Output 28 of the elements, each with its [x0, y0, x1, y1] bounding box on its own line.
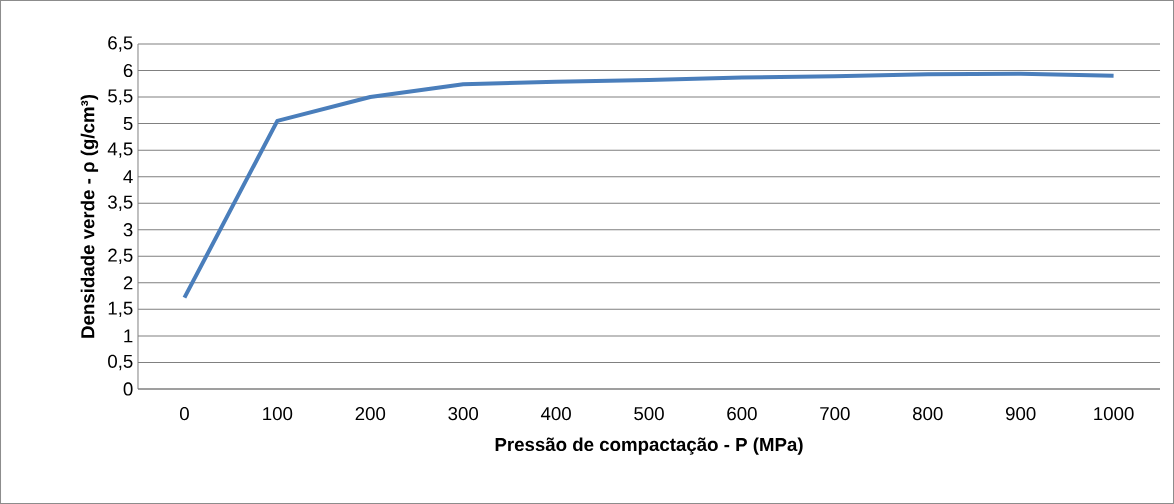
y-tick-label: 5,5	[108, 89, 133, 105]
y-axis-title: Densidade verde - ρ (g/cm³)	[80, 94, 99, 338]
x-tick-label: 600	[727, 407, 757, 421]
y-tick-label: 6	[123, 63, 133, 78]
y-tick-label: 0	[123, 382, 133, 396]
y-tick-label: 2	[123, 276, 133, 290]
y-tick-label: 6,5	[108, 36, 133, 52]
x-tick-label: 700	[820, 407, 850, 421]
y-tick-label: 1,5	[108, 301, 133, 317]
y-tick-label: 3,5	[108, 195, 133, 211]
y-tick-label: 4	[123, 170, 133, 184]
x-tick-label: 800	[912, 407, 943, 421]
x-tick-label: 100	[263, 407, 293, 421]
x-axis-title: Pressão de compactação - P (MPa)	[495, 437, 803, 455]
x-tick-label: 300	[448, 407, 479, 421]
y-tick-label: 5	[123, 117, 133, 131]
x-tick-label: 900	[1005, 407, 1036, 421]
x-tick-label: 0	[179, 407, 189, 421]
x-tick-label: 1000	[1094, 407, 1134, 421]
line-series	[182, 71, 1116, 300]
x-tick-label: 400	[540, 407, 571, 421]
x-tick-label: 500	[634, 407, 664, 421]
y-tick-label: 0,5	[108, 354, 133, 371]
y-tick-label: 1	[124, 329, 133, 343]
y-tick-label: 2,5	[108, 248, 133, 265]
y-tick-label: 4,5	[107, 142, 133, 158]
x-tick-label: 200	[355, 407, 386, 421]
y-tick-label: 3	[123, 223, 133, 237]
